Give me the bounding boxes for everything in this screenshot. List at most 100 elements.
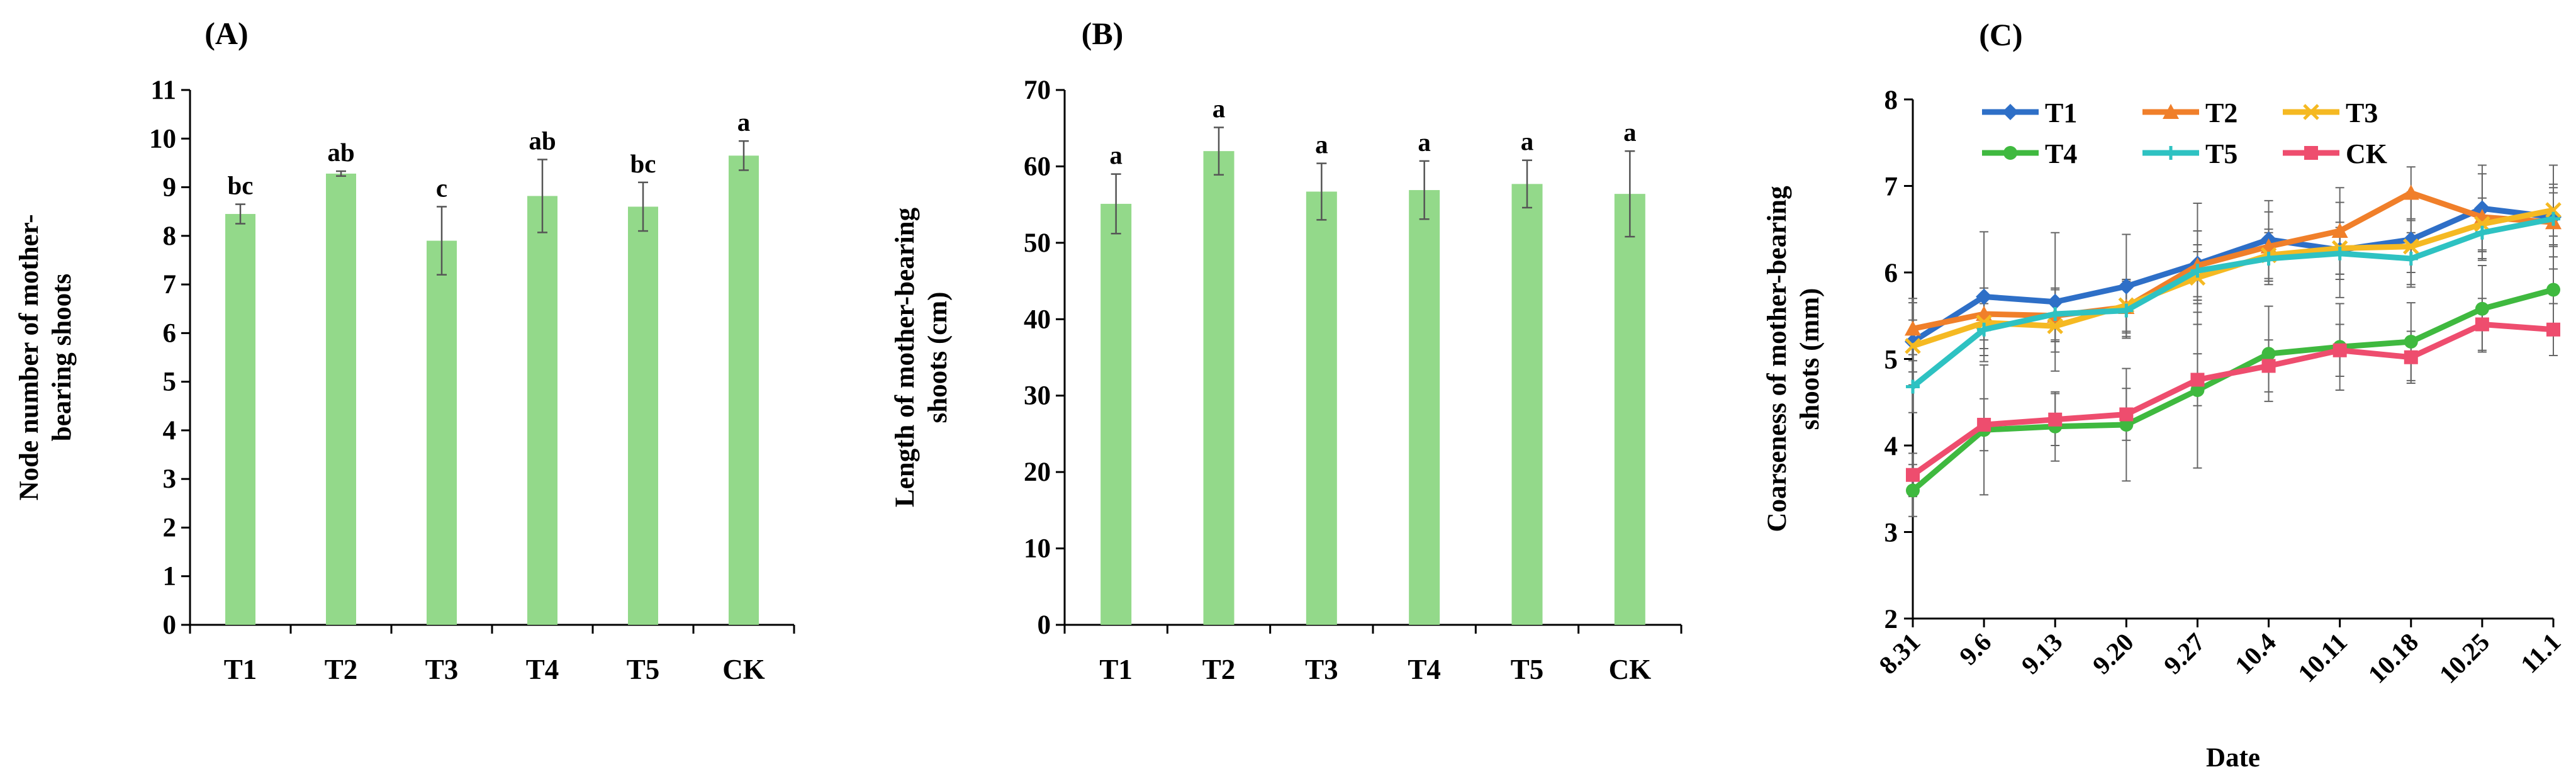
x-tick-label: T4 <box>526 654 559 685</box>
series-marker <box>2473 200 2490 217</box>
x-tick-label: 9.27 <box>2158 627 2210 680</box>
y-tick-label: 11 <box>150 76 176 105</box>
legend-label: T5 <box>2205 138 2237 169</box>
y-axis-title: Node number of mother-bearing shoots <box>14 214 77 500</box>
series-marker <box>2003 146 2017 160</box>
bar <box>427 240 457 625</box>
bar <box>225 214 255 625</box>
x-tick-label: CK <box>722 654 765 685</box>
series-marker <box>2190 373 2205 387</box>
y-tick-label: 6 <box>163 318 177 348</box>
x-tick-label: T5 <box>627 654 660 685</box>
series-marker <box>2475 317 2489 332</box>
series-marker <box>1905 320 1921 336</box>
y-axis-title-line: shoots (cm) <box>923 292 953 423</box>
y-tick-label: 40 <box>1024 305 1051 334</box>
series-marker <box>1906 468 1920 482</box>
y-tick-label: 8 <box>1884 86 1898 115</box>
series-marker <box>2546 322 2560 337</box>
x-tick-label: T3 <box>1305 654 1338 685</box>
bar <box>1203 151 1235 625</box>
series-marker <box>2163 104 2179 119</box>
bar <box>1100 203 1132 625</box>
y-tick-label: 30 <box>1024 381 1051 411</box>
x-tick-label: 11.1 <box>2515 627 2567 679</box>
x-tick-label: T5 <box>1511 654 1544 685</box>
x-tick-label: 9.13 <box>2015 627 2068 680</box>
series-marker <box>2261 347 2276 361</box>
y-tick-label: 0 <box>163 610 177 640</box>
y-tick-label: 50 <box>1024 228 1051 258</box>
series-marker <box>2402 184 2419 200</box>
legend-label: CK <box>2346 138 2387 169</box>
y-axis-title-line: bearing shoots <box>47 274 77 441</box>
y-axis-title: Coarseness of mother-bearing shoots (mm) <box>1762 186 1825 532</box>
series-marker <box>2545 202 2562 218</box>
legend-label: T2 <box>2205 98 2237 128</box>
x-tick-label: 10.18 <box>2362 627 2424 689</box>
y-tick-label: 10 <box>1024 534 1051 564</box>
x-tick-label: 10.11 <box>2292 627 2353 688</box>
significance-label: bc <box>228 171 254 200</box>
panel-a: (A) 0 1 2 3 4 5 6 7 8 9 10 11 bc T1 ab T2 c T3 ab T4 bc T5 a CK N… <box>14 16 795 685</box>
significance-label: c <box>436 173 447 202</box>
series-marker <box>2261 359 2276 373</box>
y-tick-label: 70 <box>1024 76 1051 105</box>
x-tick-label: 8.31 <box>1873 627 1925 680</box>
y-tick-label: 9 <box>163 173 177 203</box>
series-line <box>1911 287 2555 493</box>
series-marker <box>2403 238 2419 255</box>
x-tick-label: 10.25 <box>2433 627 2495 689</box>
bar <box>729 155 759 625</box>
x-tick-label: T2 <box>1202 654 1236 685</box>
y-tick-label: 0 <box>1038 610 1051 640</box>
x-tick-label: 10.4 <box>2229 627 2282 680</box>
bar <box>326 173 356 625</box>
series-marker <box>1906 483 1920 498</box>
y-axis-title: Length of mother-bearing shoots (cm) <box>890 207 953 507</box>
series-marker <box>1977 418 1991 432</box>
panel-label: (B) <box>1082 16 1124 51</box>
series-marker <box>2331 223 2348 238</box>
bar <box>1614 194 1645 625</box>
series-line <box>1911 216 2554 390</box>
significance-label: a <box>737 108 751 137</box>
series-line <box>1911 322 2554 478</box>
x-tick-label: CK <box>1609 654 1652 685</box>
significance-label: a <box>1109 141 1123 170</box>
bar <box>628 206 658 625</box>
x-tick-label: T1 <box>1099 654 1133 685</box>
x-tick-label: 9.20 <box>2086 627 2139 680</box>
series-marker <box>2304 146 2318 160</box>
legend-label: T4 <box>2045 138 2077 169</box>
legend-label: T1 <box>2045 98 2077 128</box>
y-tick-label: 3 <box>1884 518 1898 548</box>
series-marker <box>2404 335 2418 349</box>
y-tick-label: 6 <box>1884 259 1898 288</box>
legend-label: T3 <box>2346 98 2378 128</box>
y-tick-label: 8 <box>163 221 177 251</box>
y-tick-label: 4 <box>163 416 177 446</box>
series-marker <box>2474 216 2490 232</box>
series-marker <box>2119 407 2134 422</box>
y-tick-label: 60 <box>1024 152 1051 181</box>
x-tick-label: T3 <box>425 654 459 685</box>
series-marker <box>2002 104 2019 120</box>
bar <box>1409 190 1440 625</box>
series-marker <box>2475 301 2489 316</box>
series-marker <box>2047 318 2063 335</box>
x-axis-title: Date <box>2206 743 2260 773</box>
panel-label: (A) <box>204 16 248 51</box>
bar <box>1306 191 1337 625</box>
y-tick-label: 10 <box>149 124 176 154</box>
y-tick-label: 7 <box>1884 172 1898 202</box>
y-tick-label: 7 <box>163 270 177 300</box>
y-tick-label: 1 <box>163 562 177 591</box>
series-marker <box>2048 412 2063 427</box>
bar <box>527 196 557 625</box>
y-axis-title-line: Length of mother-bearing <box>890 207 920 507</box>
significance-label: a <box>1212 94 1226 123</box>
y-tick-label: 5 <box>163 367 177 397</box>
